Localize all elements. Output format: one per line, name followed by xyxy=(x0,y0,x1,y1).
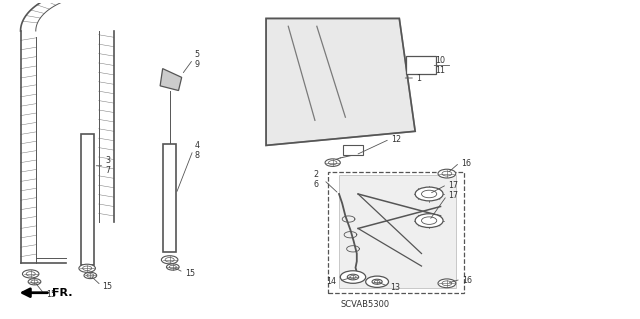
Circle shape xyxy=(365,276,388,287)
Text: 2
6: 2 6 xyxy=(314,170,319,189)
Text: FR.: FR. xyxy=(52,288,73,298)
Text: 17: 17 xyxy=(448,181,458,190)
Bar xyxy=(81,134,93,264)
Bar xyxy=(406,56,436,74)
Bar xyxy=(328,172,464,293)
Polygon shape xyxy=(266,19,415,145)
Text: 13: 13 xyxy=(390,283,400,292)
Circle shape xyxy=(415,214,443,227)
Text: 16: 16 xyxy=(461,159,471,168)
Circle shape xyxy=(22,270,39,278)
Circle shape xyxy=(340,271,365,283)
Text: 4
8: 4 8 xyxy=(195,141,200,160)
Circle shape xyxy=(415,187,443,201)
Text: 15: 15 xyxy=(102,282,113,291)
Polygon shape xyxy=(160,69,182,91)
Circle shape xyxy=(348,274,358,280)
Text: 17: 17 xyxy=(448,191,458,200)
Text: 3
7: 3 7 xyxy=(106,156,111,175)
Circle shape xyxy=(79,264,95,272)
Circle shape xyxy=(438,169,456,178)
Bar xyxy=(343,145,363,155)
Circle shape xyxy=(325,159,340,167)
Text: 10
11: 10 11 xyxy=(435,56,445,75)
Text: SCVAB5300: SCVAB5300 xyxy=(340,300,389,309)
Text: 1: 1 xyxy=(417,73,421,83)
Text: 14: 14 xyxy=(326,277,337,286)
Circle shape xyxy=(166,264,179,270)
Text: 12: 12 xyxy=(391,135,401,144)
Text: 5
9: 5 9 xyxy=(195,50,200,69)
Text: 15: 15 xyxy=(185,269,195,278)
Circle shape xyxy=(84,272,97,278)
Circle shape xyxy=(438,279,456,288)
Circle shape xyxy=(372,279,382,284)
Text: 15: 15 xyxy=(46,290,56,300)
Bar xyxy=(163,144,176,252)
Circle shape xyxy=(28,278,41,285)
Circle shape xyxy=(161,256,178,264)
Bar xyxy=(339,175,456,288)
Text: 16: 16 xyxy=(462,276,472,285)
